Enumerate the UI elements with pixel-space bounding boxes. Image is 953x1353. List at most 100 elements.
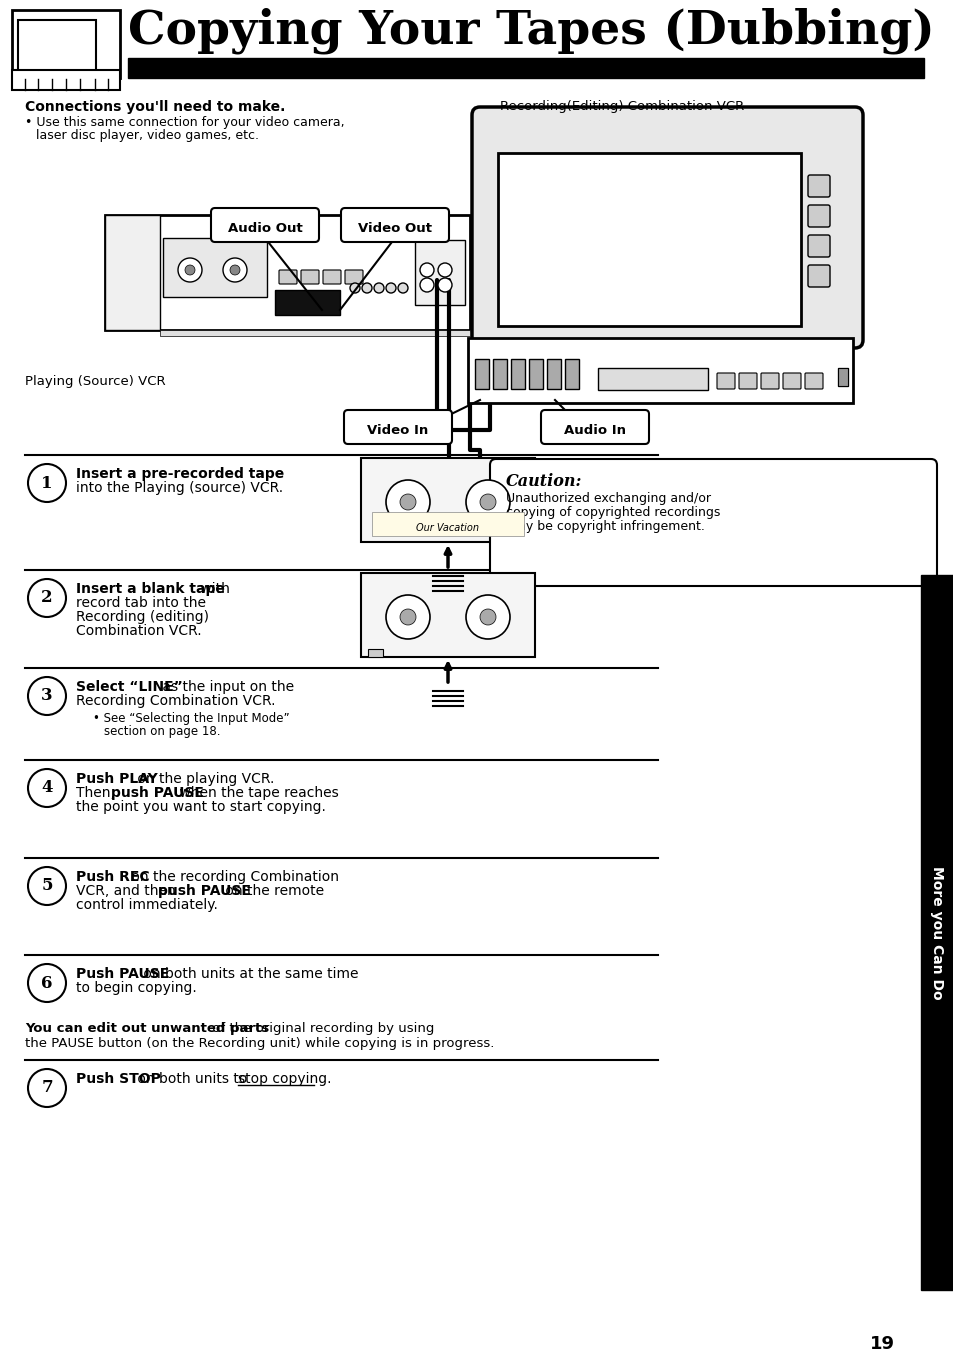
FancyBboxPatch shape [717,373,734,390]
Circle shape [350,283,359,294]
Text: Video In: Video In [367,423,428,437]
Circle shape [374,283,384,294]
Circle shape [28,769,66,806]
Text: of the original recording by using: of the original recording by using [208,1022,434,1035]
Text: Copying Your Tapes (Dubbing): Copying Your Tapes (Dubbing) [128,8,934,54]
Circle shape [386,595,430,639]
Text: into the Playing (source) VCR.: into the Playing (source) VCR. [76,482,283,495]
Text: Push PAUSE: Push PAUSE [76,967,169,981]
Circle shape [397,283,408,294]
FancyBboxPatch shape [807,206,829,227]
FancyBboxPatch shape [837,368,847,386]
FancyBboxPatch shape [18,20,96,72]
Circle shape [465,595,510,639]
Text: More you Can Do: More you Can Do [929,866,943,1000]
Circle shape [419,277,434,292]
Circle shape [28,963,66,1003]
FancyBboxPatch shape [807,175,829,198]
Text: Recording(Editing) Combination VCR: Recording(Editing) Combination VCR [499,100,743,114]
Text: 6: 6 [41,974,52,992]
Text: may be copyright infringement.: may be copyright infringement. [505,520,704,533]
Text: 4: 4 [41,779,52,797]
Circle shape [361,283,372,294]
Circle shape [437,277,452,292]
FancyBboxPatch shape [163,238,267,298]
Text: Playing (Source) VCR: Playing (Source) VCR [25,375,166,388]
Text: Push REC: Push REC [76,870,150,884]
Text: as the input on the: as the input on the [158,681,294,694]
Text: on both units to: on both units to [133,1072,252,1086]
Text: Insert a pre-recorded tape: Insert a pre-recorded tape [76,467,284,482]
FancyBboxPatch shape [540,410,648,444]
Text: Select “LINE”: Select “LINE” [76,681,183,694]
FancyBboxPatch shape [105,215,160,330]
FancyBboxPatch shape [160,330,470,336]
FancyBboxPatch shape [546,359,560,390]
FancyBboxPatch shape [415,239,464,304]
FancyBboxPatch shape [804,373,822,390]
FancyBboxPatch shape [211,208,318,242]
Text: Push PLAY: Push PLAY [76,773,157,786]
FancyBboxPatch shape [497,153,801,326]
Text: control immediately.: control immediately. [76,898,217,912]
FancyBboxPatch shape [475,359,489,390]
Circle shape [399,609,416,625]
Circle shape [386,480,430,524]
Circle shape [419,262,434,277]
Text: the PAUSE button (on the Recording unit) while copying is in progress.: the PAUSE button (on the Recording unit)… [25,1036,494,1050]
Text: 1: 1 [41,475,52,491]
Text: 3: 3 [41,687,52,705]
Circle shape [386,283,395,294]
Circle shape [479,494,496,510]
Text: Insert a blank tape: Insert a blank tape [76,582,225,597]
Text: Audio Out: Audio Out [228,222,302,235]
FancyBboxPatch shape [278,271,296,284]
Text: 19: 19 [869,1335,894,1353]
FancyBboxPatch shape [345,271,363,284]
Circle shape [465,480,510,524]
Text: with: with [195,582,230,597]
Text: You can edit out unwanted parts: You can edit out unwanted parts [25,1022,269,1035]
Text: 2: 2 [41,590,52,606]
Text: Recording Combination VCR.: Recording Combination VCR. [76,694,275,708]
FancyBboxPatch shape [837,368,847,386]
FancyBboxPatch shape [472,107,862,348]
Text: section on page 18.: section on page 18. [104,725,220,737]
Text: when the tape reaches: when the tape reaches [174,786,338,800]
Text: Caution:: Caution: [505,474,581,490]
Text: Audio In: Audio In [563,423,625,437]
FancyBboxPatch shape [274,290,339,315]
Text: on the remote: on the remote [221,884,324,898]
FancyBboxPatch shape [807,265,829,287]
Text: push PAUSE: push PAUSE [111,786,204,800]
FancyBboxPatch shape [301,271,318,284]
FancyBboxPatch shape [368,649,382,658]
Text: VCR, and then: VCR, and then [76,884,180,898]
Text: 5: 5 [41,878,52,894]
Text: on both units at the same time: on both units at the same time [139,967,358,981]
FancyBboxPatch shape [344,410,452,444]
Circle shape [178,258,202,281]
Bar [920,575,953,1289]
Text: push PAUSE: push PAUSE [158,884,251,898]
Text: Unauthorized exchanging and/or: Unauthorized exchanging and/or [505,492,710,505]
FancyBboxPatch shape [323,271,340,284]
Circle shape [230,265,240,275]
FancyBboxPatch shape [360,459,535,543]
FancyBboxPatch shape [490,459,936,586]
Text: • Use this same connection for your video camera,: • Use this same connection for your vide… [25,116,344,129]
FancyBboxPatch shape [468,338,852,403]
FancyBboxPatch shape [782,373,801,390]
Circle shape [479,609,496,625]
Text: the point you want to start copying.: the point you want to start copying. [76,800,326,815]
Text: copying of copyrighted recordings: copying of copyrighted recordings [505,506,720,520]
Circle shape [28,464,66,502]
FancyBboxPatch shape [760,373,779,390]
Text: stop copying.: stop copying. [238,1072,332,1086]
Text: Recording (editing): Recording (editing) [76,610,209,624]
Text: Then,: Then, [76,786,119,800]
FancyBboxPatch shape [372,511,523,536]
Text: Our Vacation: Our Vacation [416,524,479,533]
FancyBboxPatch shape [340,208,449,242]
FancyBboxPatch shape [12,70,120,91]
